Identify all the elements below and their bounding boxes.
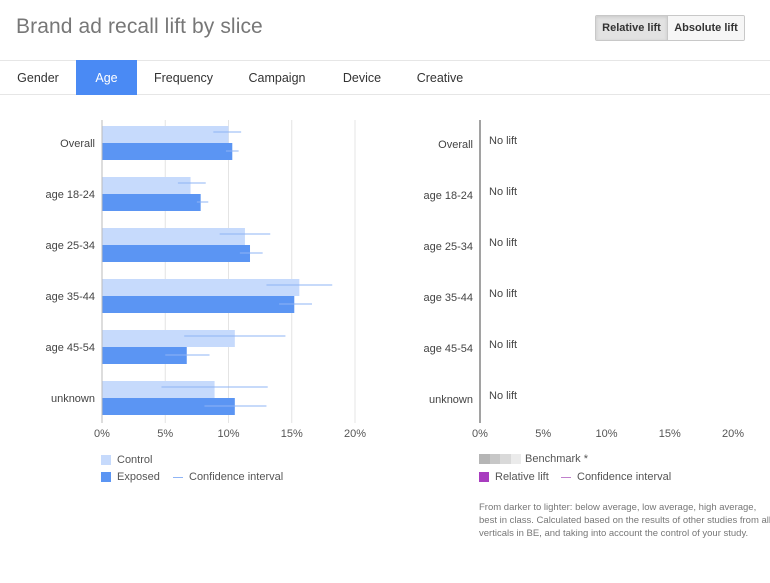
control-bar xyxy=(102,126,229,143)
no-lift-label: No lift xyxy=(489,288,517,300)
lift-type-toggle: Relative lift Absolute lift xyxy=(595,15,745,41)
slice-tabs: Gender Age Frequency Campaign Device Cre… xyxy=(0,60,770,95)
legend-benchmark: Benchmark * xyxy=(525,453,588,465)
exposed-swatch xyxy=(101,472,111,482)
control-bar xyxy=(102,279,300,296)
x-tick-label: 5% xyxy=(157,428,173,440)
x-tick-label: 10% xyxy=(217,428,239,440)
x-tick-label: 5% xyxy=(535,428,551,440)
x-tick-label: 20% xyxy=(722,428,744,440)
category-label: unknown xyxy=(51,393,95,405)
legend-relative-ci: Confidence interval xyxy=(577,471,672,483)
ci-swatch xyxy=(173,477,183,478)
category-label: age 18-24 xyxy=(45,189,95,201)
legend-control: Control xyxy=(117,454,153,466)
x-tick-label: 10% xyxy=(595,428,617,440)
category-label: age 45-54 xyxy=(45,342,95,354)
category-label: Overall xyxy=(438,139,473,151)
relative-lift-swatch xyxy=(479,472,489,482)
tab-campaign[interactable]: Campaign xyxy=(248,70,306,85)
tab-creative[interactable]: Creative xyxy=(416,70,464,85)
no-lift-label: No lift xyxy=(489,339,517,351)
category-label: age 45-54 xyxy=(423,343,473,355)
benchmark-swatch xyxy=(479,454,521,464)
category-label: Overall xyxy=(60,138,95,150)
control-bar xyxy=(102,228,245,245)
category-label: unknown xyxy=(429,394,473,406)
x-tick-label: 20% xyxy=(344,428,366,440)
benchmark-note: From darker to lighter: below average, l… xyxy=(479,502,770,539)
absolute-lift-button[interactable]: Absolute lift xyxy=(668,16,744,40)
x-tick-label: 15% xyxy=(659,428,681,440)
no-lift-label: No lift xyxy=(489,135,517,147)
control-bar xyxy=(102,330,235,347)
x-tick-label: 0% xyxy=(472,428,488,440)
no-lift-label: No lift xyxy=(489,186,517,198)
category-label: age 25-34 xyxy=(45,240,95,252)
exposed-bar xyxy=(102,296,295,313)
legend-confidence-interval: Confidence interval xyxy=(189,471,284,483)
no-lift-label: No lift xyxy=(489,237,517,249)
category-label: age 35-44 xyxy=(45,291,95,303)
legend-relative-lift: Relative lift xyxy=(495,471,549,483)
control-bar xyxy=(102,381,215,398)
category-label: age 35-44 xyxy=(423,292,473,304)
exposed-bar xyxy=(102,347,187,364)
relative-ci-swatch xyxy=(561,477,571,478)
exposed-bar xyxy=(102,398,235,415)
legend-exposed: Exposed xyxy=(117,471,160,483)
no-lift-label: No lift xyxy=(489,390,517,402)
page-title: Brand ad recall lift by slice xyxy=(16,15,263,38)
control-swatch xyxy=(101,455,111,465)
relative-lift-button[interactable]: Relative lift xyxy=(596,16,668,40)
x-tick-label: 15% xyxy=(281,428,303,440)
control-bar xyxy=(102,177,191,194)
category-label: age 18-24 xyxy=(423,190,473,202)
exposed-bar xyxy=(102,194,201,211)
tab-frequency[interactable]: Frequency xyxy=(153,70,214,85)
exposed-bar xyxy=(102,245,251,262)
tab-gender[interactable]: Gender xyxy=(17,70,59,85)
tab-device[interactable]: Device xyxy=(342,70,382,85)
x-tick-label: 0% xyxy=(94,428,110,440)
exposed-bar xyxy=(102,143,233,160)
tab-age[interactable]: Age xyxy=(76,60,137,95)
category-label: age 25-34 xyxy=(423,241,473,253)
